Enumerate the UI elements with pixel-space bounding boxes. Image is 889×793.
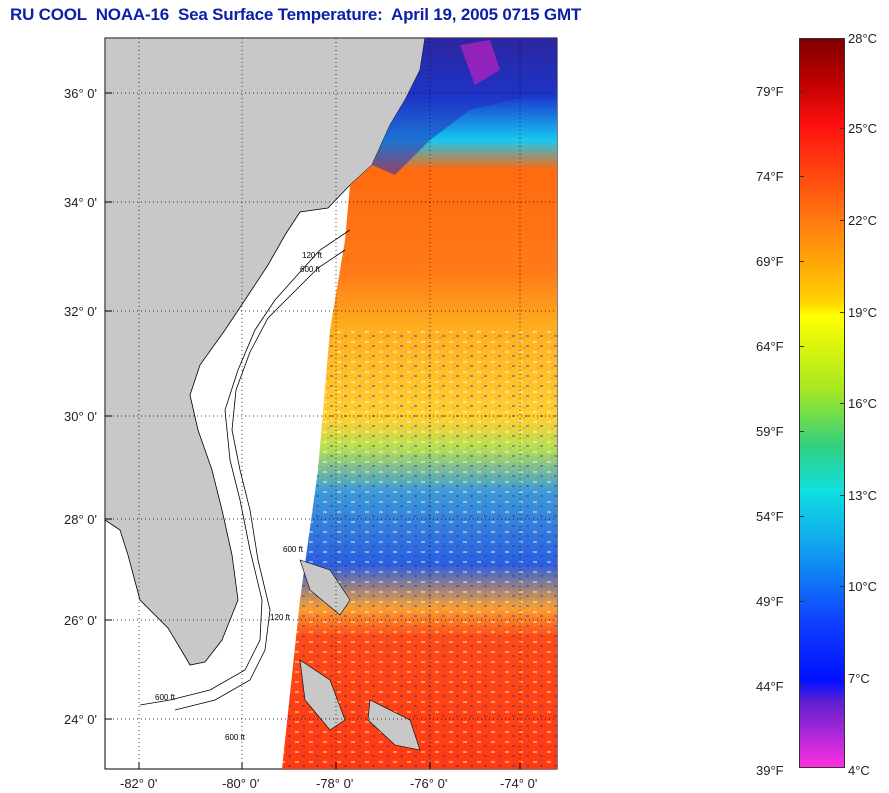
colorbar-f-label: 59°F [756, 424, 784, 439]
lat-label: 28° 0' [64, 512, 97, 527]
colorbar-f-label: 69°F [756, 254, 784, 269]
colorbar-f-label: 44°F [756, 679, 784, 694]
colorbar-f-label: 74°F [756, 169, 784, 184]
lon-label: -76° 0' [410, 776, 448, 791]
colorbar-c-label: 19°C [848, 305, 878, 320]
lat-label: 26° 0' [64, 613, 97, 628]
axis-ticks [105, 92, 521, 769]
colorbar-c-label: 28°C [848, 31, 878, 46]
colorbar-c-label: 4°C [848, 763, 870, 778]
isobath-label: 600 ft [300, 265, 321, 274]
colorbar [799, 38, 845, 768]
lon-label: -82° 0' [120, 776, 158, 791]
colorbar-f-label: 39°F [756, 763, 784, 778]
colorbar-c-label: 16°C [848, 396, 878, 411]
bahamas-island [367, 699, 421, 751]
lat-label: 34° 0' [64, 195, 97, 210]
colorbar-f-label: 54°F [756, 509, 784, 524]
isobath-label: 120 ft [270, 613, 291, 622]
isobath-label: 120 ft [302, 251, 323, 260]
lon-label: -80° 0' [222, 776, 260, 791]
lon-label: -74° 0' [500, 776, 538, 791]
lat-label: 24° 0' [64, 712, 97, 727]
colorbar-c-label: 22°C [848, 213, 878, 228]
bahamas-island [299, 559, 351, 616]
colorbar-c-label: 13°C [848, 488, 878, 503]
colorbar-c-label: 25°C [848, 121, 878, 136]
isobath-contours [139, 229, 351, 711]
graticule [105, 38, 557, 769]
lat-label: 32° 0' [64, 304, 97, 319]
isobath-label: 600 ft [283, 545, 304, 554]
colorbar-c-label: 10°C [848, 579, 878, 594]
colorbar-frame [799, 38, 845, 768]
colorbar-c-label: 7°C [848, 671, 870, 686]
lon-label: -78° 0' [316, 776, 354, 791]
lat-label: 30° 0' [64, 409, 97, 424]
colorbar-f-label: 64°F [756, 339, 784, 354]
colorbar-f-label: 49°F [756, 594, 784, 609]
isobath-label: 600 ft [155, 693, 176, 702]
land-mass [104, 37, 426, 666]
page-title: RU COOL NOAA-16 Sea Surface Temperature:… [10, 5, 582, 24]
colorbar-f-label: 79°F [756, 84, 784, 99]
lat-label: 36° 0' [64, 86, 97, 101]
bahamas-island [299, 659, 346, 731]
isobath-label: 600 ft [225, 733, 246, 742]
